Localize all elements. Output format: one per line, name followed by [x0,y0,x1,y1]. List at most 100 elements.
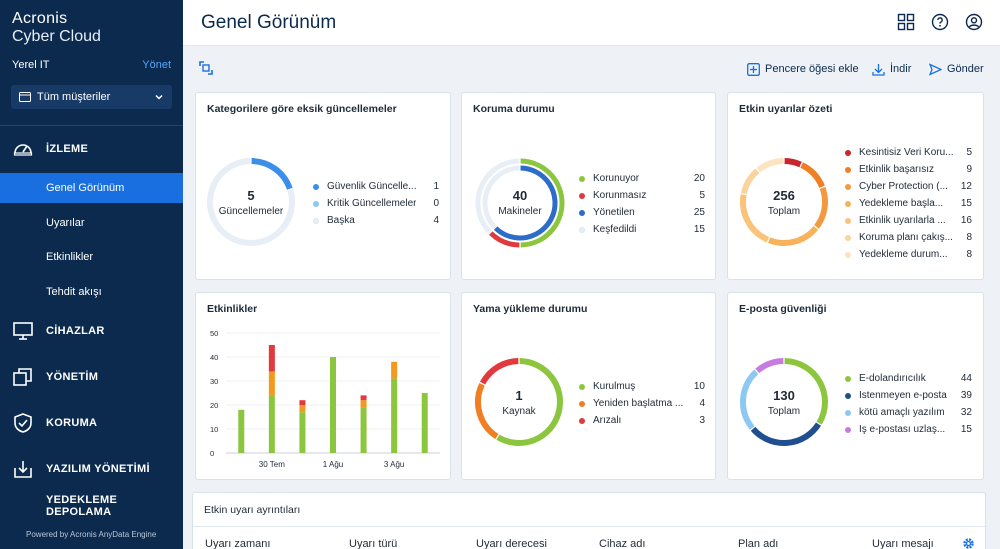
legend-item[interactable]: İstenmeyen e-posta 39 [845,387,972,404]
bar-segment-green[interactable] [421,393,428,453]
nav-section-backup-storage[interactable]: YEDEKLEME DEPOLAMA [0,494,183,516]
card-title: Kategorilere göre eksik güncellemeler [207,103,397,115]
legend-item[interactable]: Cyber Protection (... 12 [845,178,972,195]
y-tick-label: 0 [210,449,214,458]
bar-segment-green[interactable] [391,378,398,453]
missing-updates-legend: Güvenlik Güncelle... 1 Kritik Güncellemele… [313,178,439,229]
nav-item-threat-feed[interactable]: Tehdit akışı [0,277,183,307]
nav-section-protection[interactable]: KORUMA [0,406,183,440]
donut-segment[interactable] [475,382,499,440]
nav-item-overview[interactable]: Genel Görünüm [0,173,183,203]
donut-segment[interactable] [814,186,828,229]
donut-segment[interactable] [740,369,759,430]
donut-segment[interactable] [784,358,828,425]
column-header-alert-message[interactable]: Uyarı mesajı [872,538,934,549]
legend-item[interactable]: Kesintisiz Veri Koru... 5 [845,144,972,161]
legend-item[interactable]: Korunmasız 5 [579,187,705,204]
donut-segment[interactable] [784,158,802,168]
legend-item[interactable]: Koruma planı çakış... 8 [845,229,972,246]
donut-segment[interactable] [800,162,825,189]
customers-icon [19,92,31,102]
bar-segment-red[interactable] [360,395,367,401]
legend-item[interactable]: Yeniden başlatma ... 4 [579,395,705,412]
legend-item[interactable]: Yönetilen 25 [579,204,705,221]
legend-item[interactable]: Yedekleme durum... 8 [845,246,972,263]
donut-segment[interactable] [489,231,520,248]
nav-section-label: KORUMA [46,417,98,429]
send-button[interactable]: Gönder [929,61,984,77]
donut-segment[interactable] [767,225,819,246]
nav-section-devices[interactable]: CİHAZLAR [0,314,183,348]
bar-segment-orange[interactable] [391,361,398,379]
bar-segment-green[interactable] [268,395,275,453]
legend-item[interactable]: Etkinlik başarısız 9 [845,161,972,178]
bar-segment-orange[interactable] [360,400,367,408]
legend-item[interactable]: İş e-postası uzlaş... 15 [845,421,972,438]
bar-segment-orange[interactable] [268,371,275,396]
legend-item[interactable]: Korunuyor 20 [579,170,705,187]
nav-section-software[interactable]: YAZILIM YÖNETİMİ [0,452,183,486]
manage-link[interactable]: Yönet [142,59,171,71]
column-header-plan-name[interactable]: Plan adı [738,538,779,549]
donut-segment[interactable] [496,358,563,446]
donut-segment[interactable] [750,422,822,446]
y-tick-label: 30 [210,377,218,386]
missing-updates-donut [207,158,295,246]
grid-apps-icon[interactable] [897,13,915,31]
bar-segment-red[interactable] [268,345,275,372]
legend-item[interactable]: kötü amaçlı yazılım 32 [845,404,972,421]
bar-segment-green[interactable] [299,412,306,453]
expand-icon[interactable] [199,61,213,75]
add-widget-label: Pencere öğesi ekle [765,63,859,75]
legend-item[interactable]: Keşfedildi 15 [579,221,705,238]
donut-segment[interactable] [493,165,558,241]
legend-item[interactable]: Arızalı 3 [579,412,705,429]
donut-segment[interactable] [755,358,784,374]
download-button[interactable]: İndir [872,61,911,77]
donut-segment[interactable] [740,168,760,195]
bar-segment-green[interactable] [330,357,336,453]
donut-segment[interactable] [479,358,519,385]
donut-segment[interactable] [475,158,520,234]
patch-status-legend: Kurulmuş 10 Yeniden başlatma ... 4 Arızalı 3 [579,378,705,429]
nav-item-activities[interactable]: Etkinlikler [0,242,183,272]
donut-segment[interactable] [756,158,784,173]
card-title: Koruma durumu [473,103,555,115]
legend-item[interactable]: E-dolandırıcılık 44 [845,370,972,387]
donut-segment[interactable] [740,194,770,243]
donut-segment[interactable] [520,158,565,248]
gear-icon[interactable] [962,537,975,549]
column-header-alert-type[interactable]: Uyarı türü [349,538,398,549]
legend-item[interactable]: Başka 4 [313,212,439,229]
donut-segment[interactable] [482,165,520,230]
legend-item[interactable]: Yedekleme başla... 15 [845,195,972,212]
bar-segment-orange[interactable] [299,405,306,413]
legend-item[interactable]: Kritik Güncellemeler 0 [313,195,439,212]
nav-item-alerts[interactable]: Uyarılar [0,208,183,238]
legend-value: 5 [699,190,705,201]
donut-center-label: Makineler [498,206,542,217]
help-icon[interactable] [931,13,949,31]
legend-label: Etkinlik başarısız [859,164,935,175]
nav-section-monitoring[interactable]: İZLEME [0,132,183,166]
legend-item[interactable]: Kurulmuş 10 [579,378,705,395]
user-account-icon[interactable] [965,13,983,31]
legend-item[interactable]: Etkinlik uyarılarla ... 16 [845,212,972,229]
column-header-severity[interactable]: Uyarı derecesi [476,538,547,549]
add-widget-button[interactable]: Pencere öğesi ekle [747,61,859,77]
column-header-device-name[interactable]: Cihaz adı [599,538,646,549]
bar-segment-green[interactable] [238,409,245,453]
legend-dot [579,383,585,390]
legend-value: 8 [966,249,972,260]
donut-segment[interactable] [207,158,295,246]
donut-segment[interactable] [251,158,293,190]
legend-label: Korunmasız [593,190,647,201]
column-header-alert-time[interactable]: Uyarı zamanı [205,538,271,549]
legend-item[interactable]: Güvenlik Güncelle... 1 [313,178,439,195]
bar-segment-red[interactable] [299,400,306,405]
legend-label: Kurulmuş [593,381,636,392]
legend-label: Yedekleme durum... [859,249,948,260]
customer-select[interactable]: Tüm müşteriler [11,85,172,109]
bar-segment-green[interactable] [360,407,367,453]
nav-section-management[interactable]: YÖNETİM [0,360,183,394]
